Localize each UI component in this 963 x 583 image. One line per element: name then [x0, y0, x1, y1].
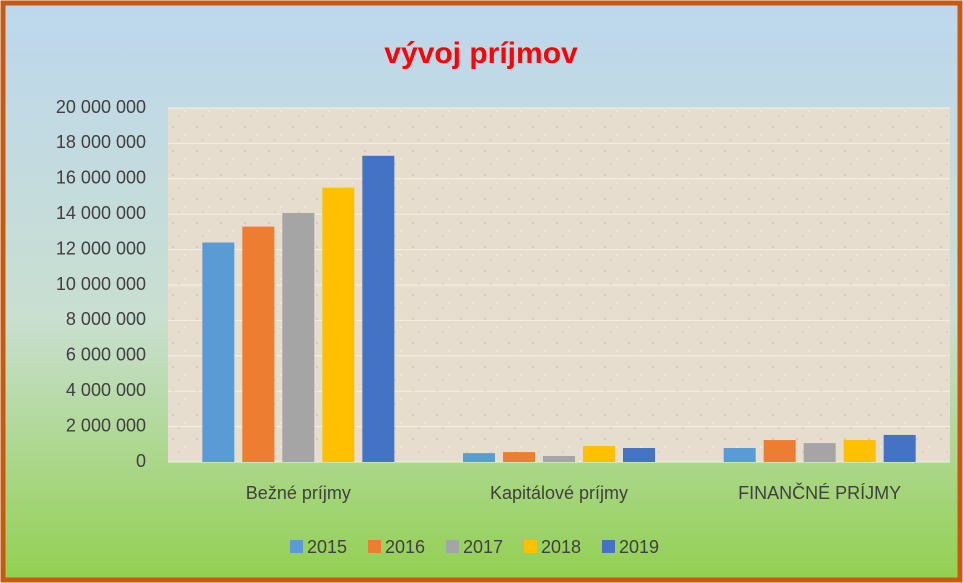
bar — [623, 448, 655, 462]
bar — [202, 242, 235, 462]
bar — [583, 446, 615, 462]
y-tick-label: 16 000 000 — [56, 168, 146, 188]
legend-label: 2017 — [463, 537, 503, 557]
y-tick-label: 8 000 000 — [66, 309, 146, 329]
legend-label: 2019 — [619, 537, 659, 557]
bar — [883, 434, 916, 462]
bar — [723, 448, 756, 462]
bar — [763, 440, 796, 462]
y-tick-label: 20 000 000 — [56, 97, 146, 117]
y-tick-label: 6 000 000 — [66, 345, 146, 365]
bar — [242, 226, 275, 462]
legend-swatch — [368, 540, 381, 553]
bar — [843, 440, 876, 462]
y-tick-label: 0 — [136, 451, 146, 471]
bar — [322, 187, 355, 462]
y-tick-label: 14 000 000 — [56, 203, 146, 223]
bar — [503, 452, 535, 462]
y-tick-label: 2 000 000 — [66, 415, 146, 435]
bar — [282, 212, 315, 462]
bar — [803, 443, 836, 462]
legend-swatch — [524, 540, 537, 553]
legend-swatch — [290, 540, 303, 553]
y-tick-label: 18 000 000 — [56, 132, 146, 152]
legend-label: 2016 — [385, 537, 425, 557]
chart-title: vývoj príjmov — [384, 37, 578, 70]
y-tick-label: 4 000 000 — [66, 380, 146, 400]
x-tick-label: Kapitálové príjmy — [490, 483, 628, 503]
x-tick-label: Bežné príjmy — [246, 483, 351, 503]
legend-label: 2018 — [541, 537, 581, 557]
bar — [543, 455, 575, 462]
legend-label: 2015 — [307, 537, 347, 557]
y-tick-label: 10 000 000 — [56, 274, 146, 294]
x-tick-label: FINANČNÉ PRÍJMY — [738, 482, 901, 503]
legend-swatch — [602, 540, 615, 553]
legend-swatch — [446, 540, 459, 553]
bar — [362, 155, 395, 463]
bar — [463, 453, 495, 462]
y-tick-label: 12 000 000 — [56, 238, 146, 258]
